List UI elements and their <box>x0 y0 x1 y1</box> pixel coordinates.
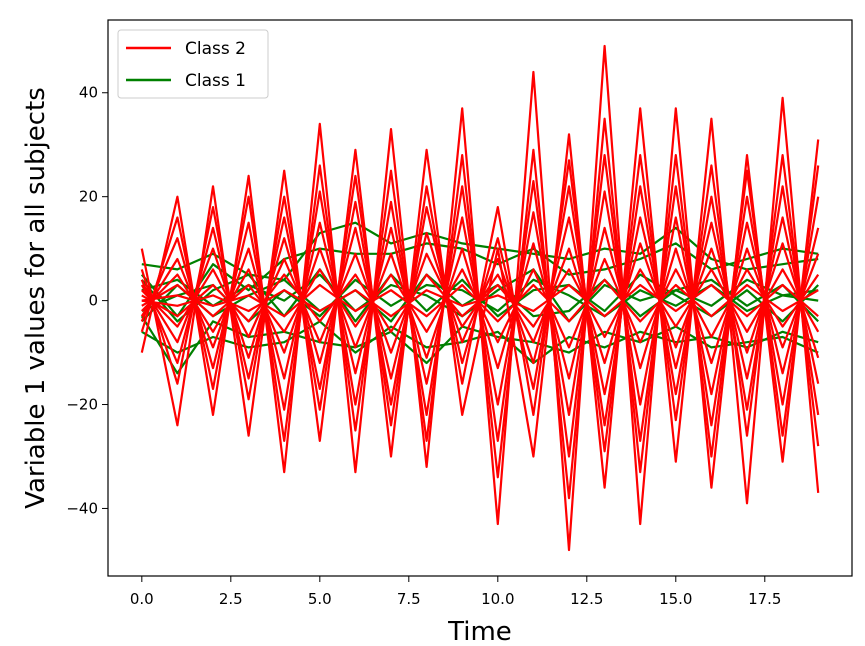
x-axis: 0.0 2.5 5.0 7.5 10.0 12.5 15.0 17.5 <box>130 576 781 608</box>
legend-label-class-2: Class 2 <box>185 39 246 59</box>
x-tick-label: 17.5 <box>748 590 781 608</box>
x-tick-label: 5.0 <box>308 590 332 608</box>
class-1-series-line-0 <box>141 221 819 281</box>
x-axis-label: Time <box>447 617 512 646</box>
class-2-series-line-8 <box>140 96 820 505</box>
class-2-series-line-20 <box>141 283 819 318</box>
x-tick-label: 15.0 <box>659 590 692 608</box>
legend: Class 2 Class 1 <box>117 29 269 99</box>
series-layer <box>140 44 820 552</box>
class-2-series-line-17 <box>141 226 820 380</box>
y-tick-label: −20 <box>66 396 98 414</box>
x-tick-label: 7.5 <box>397 590 421 608</box>
x-tick-label: 0.0 <box>130 590 154 608</box>
legend-label-class-1: Class 1 <box>185 71 246 91</box>
class-2-series-line-19 <box>141 257 820 349</box>
y-axis: −40 −20 0 20 40 <box>66 84 108 517</box>
x-tick-label: 2.5 <box>219 590 243 608</box>
y-axis-label: Variable 1 values for all subjects <box>21 87 51 509</box>
class-2-series-line-10 <box>140 154 820 453</box>
class-2-series-line-21 <box>141 278 819 323</box>
plot-area-frame <box>107 19 853 577</box>
x-tick-label: 12.5 <box>570 590 603 608</box>
x-tick-label: 10.0 <box>481 590 514 608</box>
y-tick-label: 0 <box>88 292 98 310</box>
y-tick-label: 20 <box>79 188 98 206</box>
y-tick-label: 40 <box>79 84 98 102</box>
y-tick-label: −40 <box>66 499 98 517</box>
